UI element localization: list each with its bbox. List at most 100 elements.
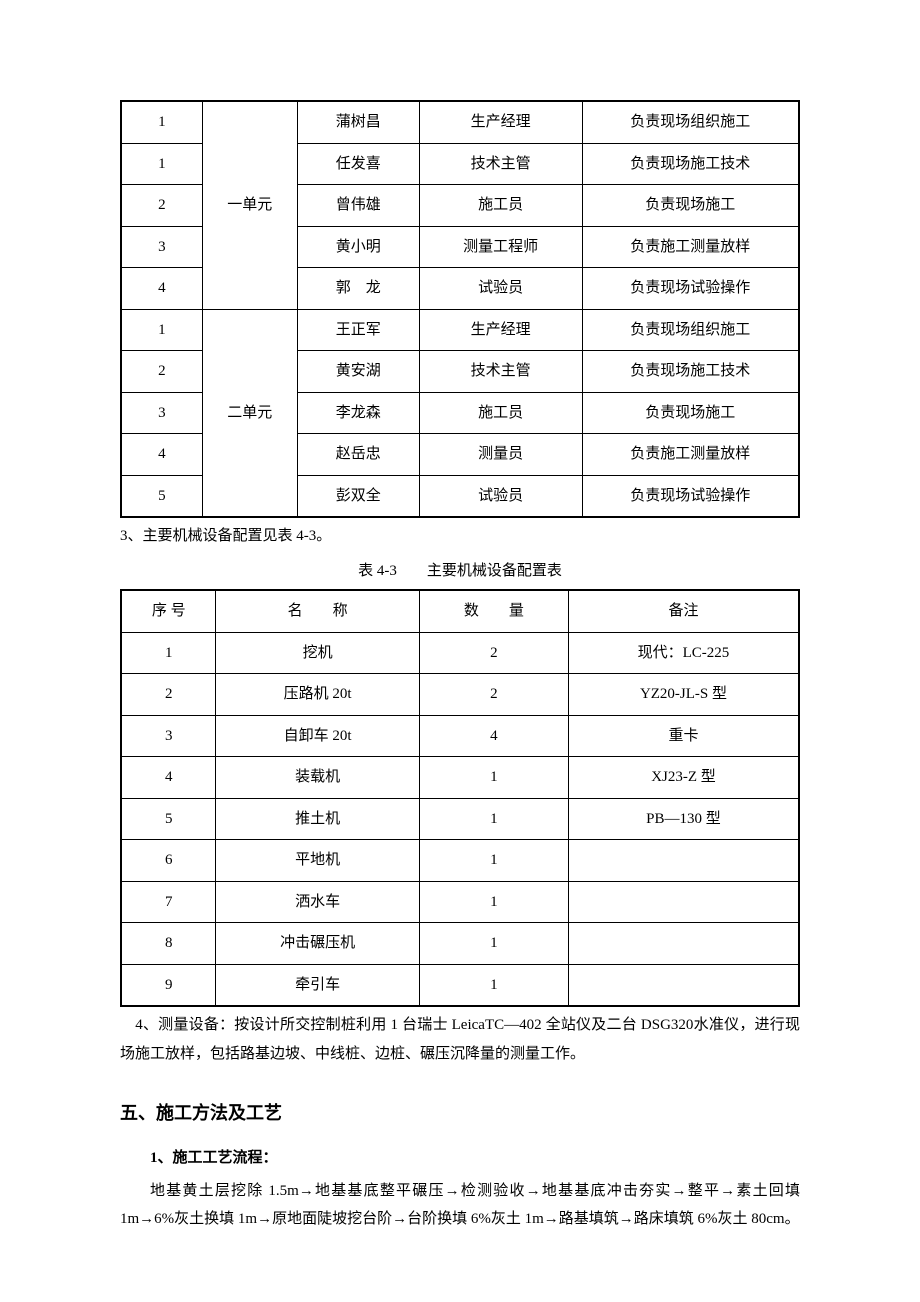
cell-no: 7 (121, 881, 216, 923)
table-header-row: 序 号 名 称 数 量 备注 (121, 590, 799, 632)
table-row: 3 自卸车 20t 4 重卡 (121, 715, 799, 757)
cell-no: 3 (121, 226, 202, 268)
cell-role: 试验员 (419, 268, 582, 310)
cell-no: 9 (121, 964, 216, 1006)
section-5-sub: 1、施工工艺流程： (120, 1144, 800, 1173)
header-qty: 数 量 (419, 590, 568, 632)
cell-name: 洒水车 (216, 881, 419, 923)
personnel-table: 1 一单元 蒲树昌 生产经理 负责现场组织施工 1 任发喜 技术主管 负责现场施… (120, 100, 800, 518)
table-row: 4 装载机 1 XJ23-Z 型 (121, 757, 799, 799)
cell-duty: 负责现场试验操作 (582, 475, 799, 517)
cell-role: 技术主管 (419, 143, 582, 185)
cell-name: 推土机 (216, 798, 419, 840)
cell-no: 4 (121, 434, 202, 476)
cell-duty: 负责现场施工 (582, 392, 799, 434)
cell-name: 黄小明 (297, 226, 419, 268)
cell-name: 赵岳忠 (297, 434, 419, 476)
header-no: 序 号 (121, 590, 216, 632)
cell-qty: 2 (419, 674, 568, 716)
section-5-title: 五、施工方法及工艺 (120, 1096, 800, 1130)
cell-remark (568, 840, 799, 882)
cell-qty: 1 (419, 840, 568, 882)
cell-remark (568, 881, 799, 923)
cell-qty: 1 (419, 798, 568, 840)
cell-name: 平地机 (216, 840, 419, 882)
cell-name: 挖机 (216, 632, 419, 674)
cell-role: 测量员 (419, 434, 582, 476)
cell-duty: 负责施工测量放样 (582, 434, 799, 476)
cell-unit: 一单元 (202, 101, 297, 309)
cell-qty: 4 (419, 715, 568, 757)
cell-no: 4 (121, 268, 202, 310)
table-row: 8 冲击碾压机 1 (121, 923, 799, 965)
table-row: 7 洒水车 1 (121, 881, 799, 923)
para-measure-equipment: 4、测量设备：按设计所交控制桩利用 1 台瑞士 LeicaTC—402 全站仪及… (120, 1011, 800, 1068)
cell-duty: 负责现场施工 (582, 185, 799, 227)
cell-no: 5 (121, 475, 202, 517)
cell-name: 黄安湖 (297, 351, 419, 393)
table-row: 9 牵引车 1 (121, 964, 799, 1006)
cell-name: 蒲树昌 (297, 101, 419, 143)
cell-remark: XJ23-Z 型 (568, 757, 799, 799)
cell-no: 3 (121, 715, 216, 757)
cell-unit: 二单元 (202, 309, 297, 517)
cell-no: 3 (121, 392, 202, 434)
para-equipment-intro: 3、主要机械设备配置见表 4-3。 (120, 522, 800, 551)
section-5-body: 地基黄土层挖除 1.5m→地基基底整平碾压→检测验收→地基基底冲击夯实→整平→素… (120, 1177, 800, 1234)
cell-name: 冲击碾压机 (216, 923, 419, 965)
table-row: 5 推土机 1 PB—130 型 (121, 798, 799, 840)
equipment-table: 序 号 名 称 数 量 备注 1 挖机 2 现代：LC-225 2 压路机 20… (120, 589, 800, 1007)
cell-name: 彭双全 (297, 475, 419, 517)
personnel-table-wrap: 1 一单元 蒲树昌 生产经理 负责现场组织施工 1 任发喜 技术主管 负责现场施… (120, 100, 800, 518)
cell-no: 1 (121, 632, 216, 674)
cell-no: 1 (121, 143, 202, 185)
cell-remark (568, 923, 799, 965)
cell-duty: 负责现场试验操作 (582, 268, 799, 310)
cell-qty: 1 (419, 923, 568, 965)
cell-name: 任发喜 (297, 143, 419, 185)
cell-name: 牵引车 (216, 964, 419, 1006)
cell-name: 李龙森 (297, 392, 419, 434)
cell-name: 郭 龙 (297, 268, 419, 310)
cell-no: 2 (121, 674, 216, 716)
cell-duty: 负责现场施工技术 (582, 351, 799, 393)
cell-no: 5 (121, 798, 216, 840)
table-row: 2 压路机 20t 2 YZ20-JL-S 型 (121, 674, 799, 716)
cell-role: 测量工程师 (419, 226, 582, 268)
cell-name: 压路机 20t (216, 674, 419, 716)
cell-remark: 现代：LC-225 (568, 632, 799, 674)
table-row: 1 二单元 王正军 生产经理 负责现场组织施工 (121, 309, 799, 351)
cell-role: 技术主管 (419, 351, 582, 393)
table-row: 1 一单元 蒲树昌 生产经理 负责现场组织施工 (121, 101, 799, 143)
cell-no: 2 (121, 351, 202, 393)
cell-qty: 1 (419, 757, 568, 799)
cell-qty: 1 (419, 881, 568, 923)
cell-duty: 负责现场组织施工 (582, 101, 799, 143)
table-row: 6 平地机 1 (121, 840, 799, 882)
cell-role: 施工员 (419, 392, 582, 434)
cell-remark: PB—130 型 (568, 798, 799, 840)
cell-remark: 重卡 (568, 715, 799, 757)
cell-no: 1 (121, 101, 202, 143)
cell-no: 6 (121, 840, 216, 882)
cell-duty: 负责现场组织施工 (582, 309, 799, 351)
table-row: 1 挖机 2 现代：LC-225 (121, 632, 799, 674)
cell-role: 施工员 (419, 185, 582, 227)
cell-role: 试验员 (419, 475, 582, 517)
header-remark: 备注 (568, 590, 799, 632)
cell-duty: 负责施工测量放样 (582, 226, 799, 268)
cell-no: 2 (121, 185, 202, 227)
cell-name: 装载机 (216, 757, 419, 799)
equipment-table-wrap: 序 号 名 称 数 量 备注 1 挖机 2 现代：LC-225 2 压路机 20… (120, 589, 800, 1007)
cell-duty: 负责现场施工技术 (582, 143, 799, 185)
cell-name: 自卸车 20t (216, 715, 419, 757)
cell-remark (568, 964, 799, 1006)
cell-no: 1 (121, 309, 202, 351)
table2-caption: 表 4-3 主要机械设备配置表 (120, 557, 800, 586)
header-name: 名 称 (216, 590, 419, 632)
cell-no: 4 (121, 757, 216, 799)
cell-no: 8 (121, 923, 216, 965)
cell-qty: 1 (419, 964, 568, 1006)
cell-name: 王正军 (297, 309, 419, 351)
cell-role: 生产经理 (419, 309, 582, 351)
